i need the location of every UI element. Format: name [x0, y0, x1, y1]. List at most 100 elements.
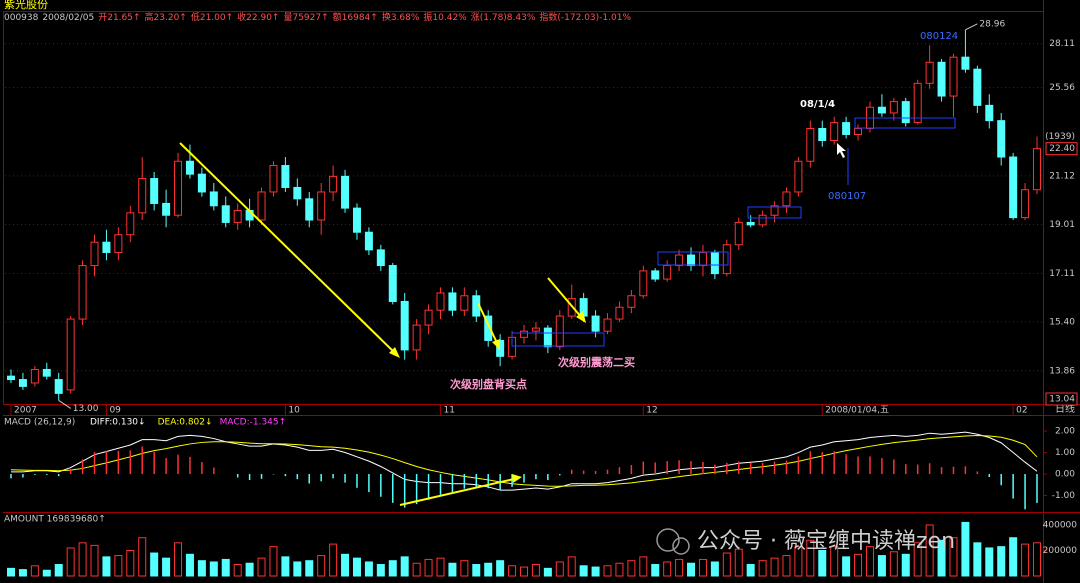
candle-body [973, 68, 982, 106]
candle-body [1033, 148, 1041, 191]
candle-body [436, 292, 445, 311]
price-box [1045, 142, 1078, 156]
volume-bar [651, 564, 660, 577]
volume-bar [758, 560, 767, 577]
watermark: 公众号 · 薇宝缠中读禅zen [697, 529, 955, 554]
annotation: 08/1/4 [800, 99, 835, 110]
candle-body [591, 315, 600, 332]
candle-body [722, 244, 731, 275]
pivot-box [747, 206, 802, 219]
candle-body [901, 101, 910, 124]
volume-bar [782, 555, 791, 577]
volume-bar [1021, 543, 1030, 577]
volume-bar [174, 542, 183, 577]
volume-bar [961, 521, 970, 577]
y-tick-label: -1.00 [1052, 491, 1076, 501]
volume-bar [734, 548, 743, 577]
volume-bar [102, 556, 111, 577]
macd-line [10, 435, 1038, 487]
candle-body [376, 249, 385, 267]
candle-body [197, 173, 206, 193]
candle-body [209, 191, 218, 207]
y-tick-label: 1.00 [1055, 448, 1075, 458]
volume-bar [555, 561, 564, 577]
date-label: 11 [443, 406, 454, 416]
y-tick-label: 0.00 [1055, 470, 1075, 480]
pivot-box [511, 332, 605, 347]
candle-body [830, 122, 839, 142]
volume-bar [221, 558, 230, 577]
candle-body [305, 198, 314, 221]
arrow-head [576, 311, 586, 323]
volume-bar [746, 564, 755, 577]
volume-bar [54, 564, 63, 577]
candle-body [1021, 189, 1030, 219]
info-item: 开21.65↑ [98, 12, 140, 23]
volume-bar [281, 556, 290, 577]
volume-bar [531, 564, 540, 577]
candle-body [531, 327, 540, 332]
arrow-head [492, 339, 500, 350]
volume-bar [269, 546, 278, 577]
volume-bar [376, 564, 385, 577]
volume-bar [1033, 542, 1041, 577]
candle-body [412, 324, 421, 351]
volume-bar [352, 557, 361, 577]
date-label: 2007 [14, 406, 37, 416]
volume-bar [496, 560, 505, 577]
arrow-head [512, 474, 522, 483]
volume-bar [436, 557, 445, 577]
arrow [179, 142, 397, 355]
candle-body [341, 175, 350, 209]
volume-bar [90, 544, 99, 577]
volume-bar [66, 547, 75, 577]
candle-body [758, 214, 767, 226]
volume-bar [341, 553, 350, 577]
candle-body [555, 315, 564, 348]
volume-bar [257, 557, 266, 577]
candle-body [269, 165, 278, 193]
volume-bar [973, 542, 982, 577]
y-tick-label: 2.00 [1055, 427, 1075, 437]
pivot-box [657, 251, 729, 266]
legend-entry: DIFF:0.130↓ [90, 418, 146, 428]
date-label: 12 [646, 406, 657, 416]
info-bar: 000938 2008/02/05 开21.65↑ 高23.20↑ 低21.00↑ 收22… [4, 11, 631, 23]
candle-body [675, 254, 684, 267]
arrow [477, 302, 499, 346]
volume-bar [579, 565, 588, 577]
candle-body [627, 295, 636, 308]
candle-body [710, 251, 719, 275]
candle-body [818, 127, 827, 142]
arrow-head [389, 347, 400, 358]
volume-bar [806, 539, 815, 577]
candle-body [424, 309, 433, 326]
volume-bar [448, 562, 457, 577]
y-tick-label: 25.56 [1049, 83, 1075, 93]
volume-bar [400, 556, 409, 577]
extreme-label: 13.00 [73, 404, 99, 414]
info-item: 低21.00↑ [191, 11, 233, 23]
volume-bar [675, 558, 684, 577]
y-tick-label: 13.86 [1049, 366, 1075, 376]
candle-body [698, 251, 707, 267]
candle-body [400, 300, 409, 351]
candle-body [842, 122, 851, 135]
candle-body [102, 241, 111, 253]
candle-body [484, 315, 493, 341]
volume-bar [484, 562, 493, 577]
volume-bar [508, 565, 517, 577]
candle-body [185, 160, 194, 175]
volume-bar [794, 546, 803, 577]
volume-bar [543, 567, 552, 577]
volume-bar [233, 564, 242, 577]
volume-bar [842, 556, 851, 577]
volume-bar [901, 553, 910, 577]
volume-bar [472, 564, 481, 577]
price-box [1045, 392, 1078, 406]
candle-body [651, 270, 660, 280]
candle-body [329, 175, 338, 193]
volume-bar [520, 566, 528, 577]
candle-body [687, 254, 696, 267]
